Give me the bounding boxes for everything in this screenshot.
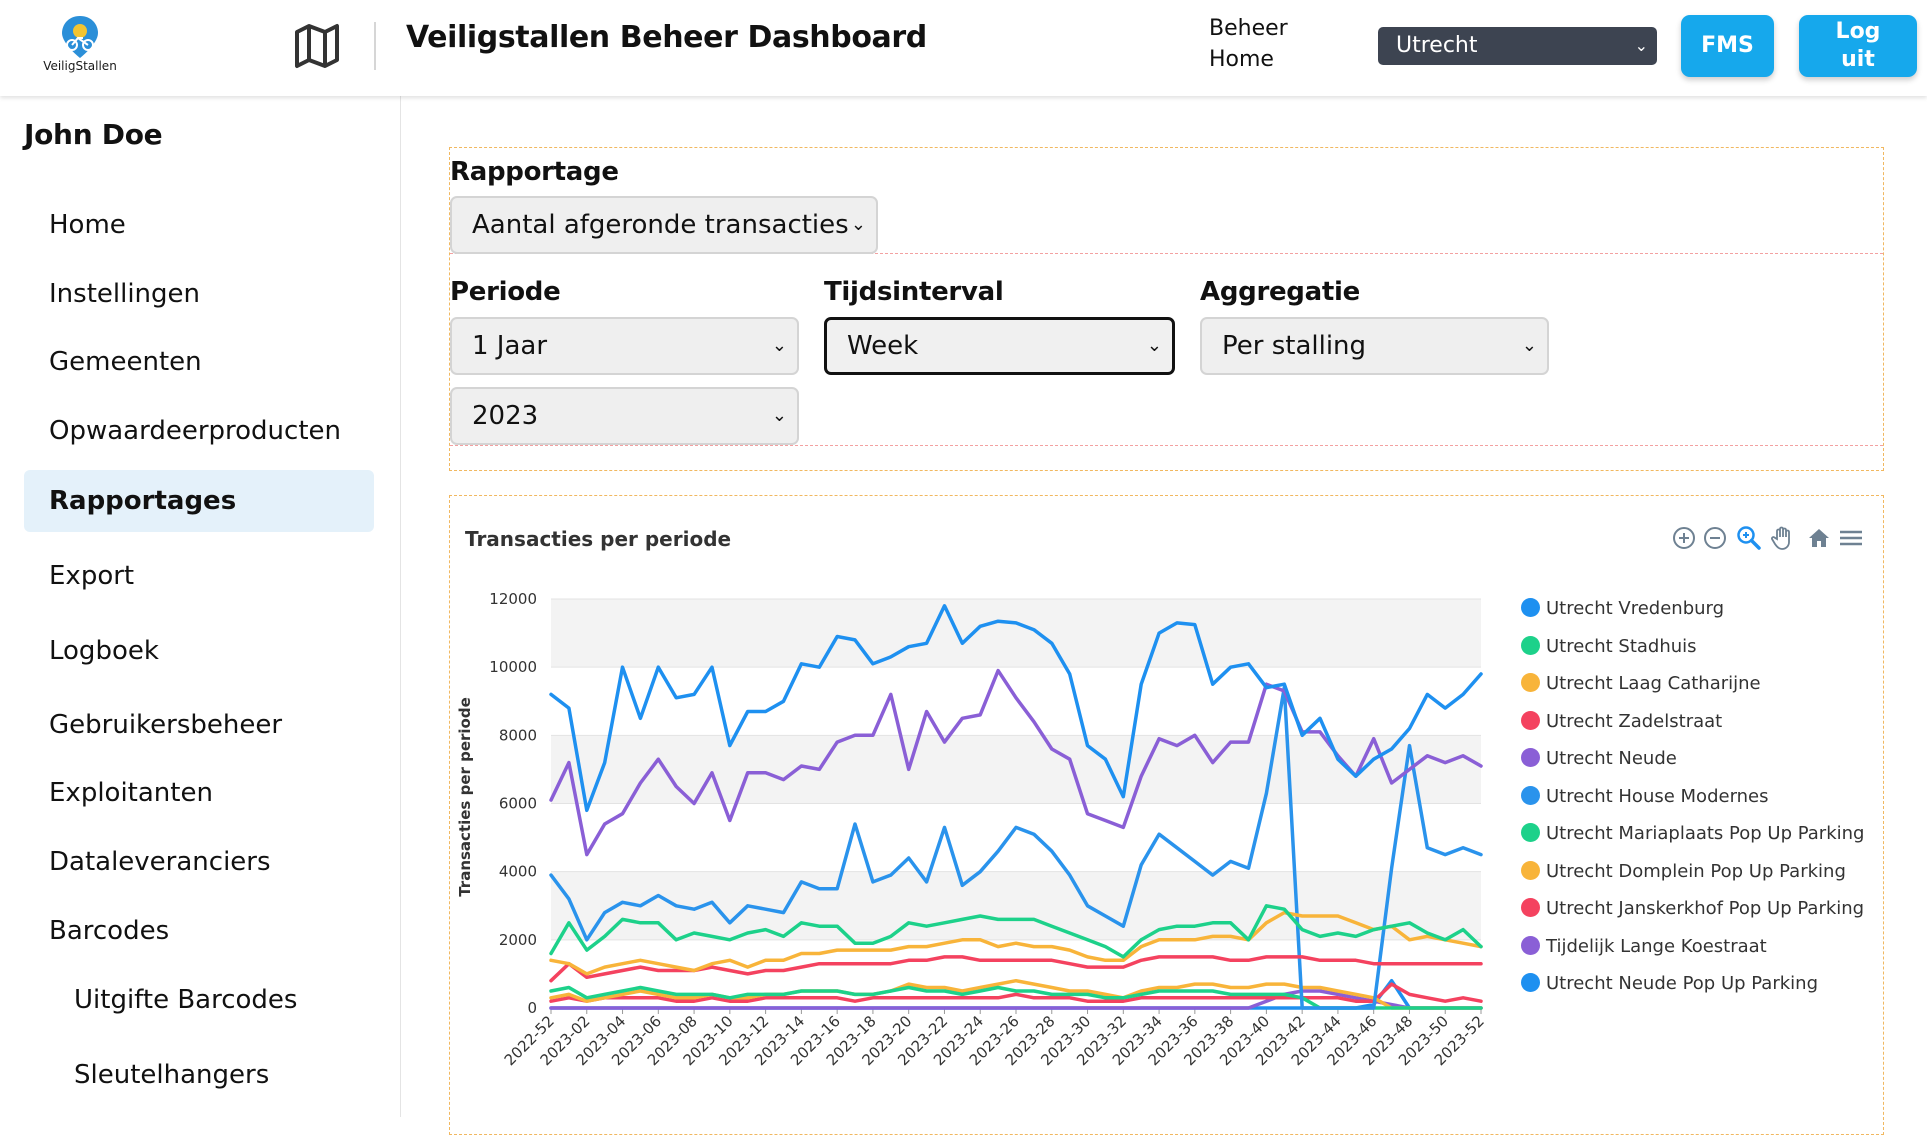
sidebar-item-sleutelhangers[interactable]: Sleutelhangers	[74, 1060, 270, 1090]
legend-marker	[1521, 823, 1540, 842]
periode-label: Periode	[450, 277, 561, 307]
selection-zoom-icon[interactable]	[1736, 525, 1762, 551]
legend-item[interactable]: Utrecht Mariaplaats Pop Up Parking	[1521, 822, 1864, 846]
chart-title: Transacties per periode	[465, 527, 732, 551]
legend-item[interactable]: Utrecht House Modernes	[1521, 785, 1769, 809]
rapportage-section	[450, 148, 1883, 254]
menu-icon[interactable]	[1838, 525, 1864, 551]
sidebar-item-gebruikersbeheer[interactable]: Gebruikersbeheer	[49, 710, 283, 740]
legend-item[interactable]: Utrecht Vredenburg	[1521, 597, 1724, 621]
legend-label: Utrecht Neude Pop Up Parking	[1546, 973, 1818, 994]
veiligstallen-logo[interactable]: VeiligStallen	[38, 14, 122, 80]
username: John Doe	[24, 118, 163, 151]
logout-line1: Log	[1835, 19, 1881, 44]
sidebar-item-logboek[interactable]: Logboek	[49, 636, 159, 666]
legend-marker	[1521, 973, 1540, 992]
logout-line2: uit	[1841, 47, 1875, 72]
rapportage-select[interactable]: Aantal afgeronde transacties ⌄	[450, 196, 878, 254]
legend-label: Utrecht House Modernes	[1546, 785, 1769, 807]
legend-label: Utrecht Laag Catharijne	[1546, 673, 1761, 694]
chevron-down-icon: ⌄	[1146, 335, 1162, 356]
tijdsinterval-select[interactable]: Week ⌄	[824, 317, 1175, 375]
jaar-select[interactable]: 2023 ⌄	[450, 387, 799, 445]
chart-panel	[449, 495, 1884, 1135]
chevron-down-icon: ⌄	[1634, 36, 1648, 55]
legend-label: Utrecht Mariaplaats Pop Up Parking	[1546, 823, 1865, 844]
reset-home-icon[interactable]	[1806, 525, 1832, 551]
legend-item[interactable]: Tijdelijk Lange Koestraat	[1521, 935, 1767, 959]
rapportage-label: Rapportage	[450, 157, 619, 187]
tijdsinterval-label: Tijdsinterval	[824, 277, 1004, 307]
legend-item[interactable]: Utrecht Zadelstraat	[1521, 710, 1722, 734]
rapportage-select-value: Aantal afgeronde transacties	[472, 210, 849, 240]
sidebar	[0, 96, 401, 1117]
beheer-home-line1: Beheer	[1209, 16, 1288, 41]
sidebar-item-dataleveranciers[interactable]: Dataleveranciers	[49, 847, 271, 877]
logout-button[interactable]: Log uit	[1799, 15, 1917, 77]
sidebar-item-uitgifte-barcodes[interactable]: Uitgifte Barcodes	[74, 985, 298, 1015]
zoom-out-icon[interactable]	[1702, 525, 1728, 551]
legend-item[interactable]: Utrecht Neude	[1521, 747, 1677, 771]
legend-item[interactable]: Utrecht Laag Catharijne	[1521, 672, 1761, 696]
zoom-in-icon[interactable]	[1671, 525, 1697, 551]
sidebar-item-export[interactable]: Export	[49, 561, 135, 591]
filter-panel	[449, 147, 1884, 471]
legend-item[interactable]: Utrecht Domplein Pop Up Parking	[1521, 860, 1846, 884]
period-section	[450, 254, 1883, 446]
jaar-select-value: 2023	[472, 401, 539, 431]
fms-button[interactable]: FMS	[1681, 15, 1774, 77]
sidebar-item-gemeenten[interactable]: Gemeenten	[49, 347, 202, 377]
aggregatie-label: Aggregatie	[1200, 277, 1360, 307]
aggregatie-select-value: Per stalling	[1222, 331, 1367, 361]
legend-marker	[1521, 710, 1540, 730]
legend-marker	[1521, 598, 1540, 617]
logo-text: VeiligStallen	[43, 59, 117, 73]
periode-select[interactable]: 1 Jaar ⌄	[450, 317, 799, 375]
legend-item[interactable]: Utrecht Neude Pop Up Parking	[1521, 972, 1818, 996]
sidebar-item-home[interactable]: Home	[49, 210, 126, 240]
legend-label: Tijdelijk Lange Koestraat	[1546, 935, 1767, 957]
beheer-home-line2: Home	[1209, 47, 1274, 72]
top-navigation-bar: VeiligStallen Veiligstallen Beheer Dashb…	[0, 0, 1927, 96]
legend-marker	[1521, 673, 1540, 692]
legend-label: Utrecht Neude	[1546, 748, 1677, 769]
pan-icon[interactable]	[1770, 525, 1796, 551]
aggregatie-select[interactable]: Per stalling ⌄	[1200, 317, 1549, 375]
app-title: Veiligstallen Beheer Dashboard	[406, 20, 927, 55]
bike-pin-icon	[62, 16, 98, 58]
site-select-value: Utrecht	[1396, 33, 1478, 58]
sidebar-item-barcodes[interactable]: Barcodes	[49, 916, 170, 946]
chevron-down-icon: ⌄	[771, 335, 787, 356]
legend-label: Utrecht Vredenburg	[1546, 598, 1725, 619]
chevron-down-icon: ⌄	[1521, 335, 1537, 356]
legend-marker	[1521, 898, 1540, 917]
legend-item[interactable]: Utrecht Stadhuis	[1521, 635, 1697, 659]
beheer-home-link[interactable]: Beheer Home	[1209, 13, 1288, 75]
periode-select-value: 1 Jaar	[472, 331, 548, 361]
site-select[interactable]: Utrecht ⌄	[1378, 27, 1657, 65]
sidebar-item-instellingen[interactable]: Instellingen	[49, 279, 201, 309]
tijdsinterval-select-value: Week	[847, 331, 919, 361]
legend-label: Utrecht Janskerkhof Pop Up Parking	[1546, 898, 1865, 919]
sidebar-item-exploitanten[interactable]: Exploitanten	[49, 778, 213, 808]
map-icon[interactable]	[293, 22, 341, 70]
legend-marker	[1521, 860, 1540, 880]
legend-label: Utrecht Domplein Pop Up Parking	[1546, 860, 1846, 882]
sidebar-item-rapportages[interactable]: Rapportages	[24, 470, 374, 532]
legend-item[interactable]: Utrecht Janskerkhof Pop Up Parking	[1521, 897, 1864, 921]
legend-marker	[1521, 935, 1540, 955]
legend-marker	[1521, 635, 1540, 655]
legend-marker	[1521, 748, 1540, 767]
chevron-down-icon: ⌄	[850, 214, 866, 235]
header-divider	[374, 22, 376, 70]
sidebar-item-opwaardeerproducten[interactable]: Opwaardeerproducten	[49, 416, 341, 446]
legend-label: Utrecht Zadelstraat	[1546, 710, 1723, 732]
legend-label: Utrecht Stadhuis	[1546, 635, 1697, 657]
chevron-down-icon: ⌄	[771, 405, 787, 426]
legend-marker	[1521, 785, 1540, 805]
